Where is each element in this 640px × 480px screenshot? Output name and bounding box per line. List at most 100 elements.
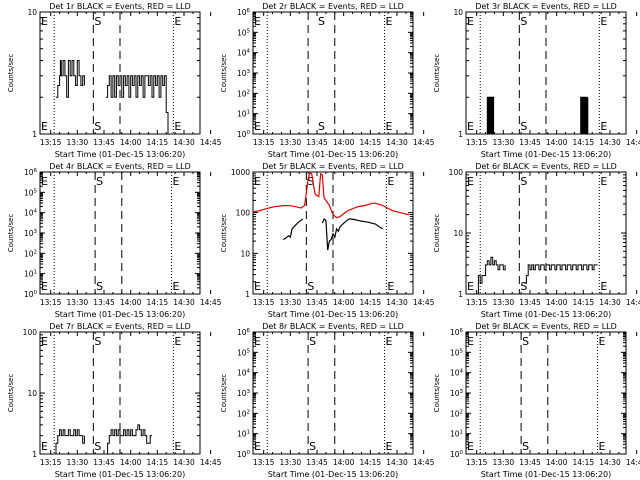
x-tick-label: 13:15 <box>466 458 488 467</box>
y-tick-label: 104 <box>237 369 251 378</box>
x-tick-label: 14:30 <box>599 458 621 467</box>
y-tick-label: 106 <box>237 328 251 337</box>
x-tick-label: 14:00 <box>333 298 355 307</box>
y-tick-label: 1 <box>32 450 37 459</box>
series-line-0-0 <box>56 60 85 98</box>
x-axis-label: Start Time (01-Dec-15 13:06:20) <box>268 310 399 319</box>
x-tick-label: 14:45 <box>413 458 435 467</box>
x-tick-label: 13:15 <box>40 458 62 467</box>
marker-label-E: E <box>387 175 394 188</box>
x-tick-label: 13:15 <box>40 298 62 307</box>
marker-label-S: S <box>96 280 103 293</box>
x-tick-label: 14:45 <box>626 138 640 147</box>
marker-label-E: E <box>41 440 48 453</box>
marker-label-E: E <box>174 440 181 453</box>
x-tick-label: 13:45 <box>93 138 115 147</box>
x-tick-label: 14:15 <box>573 458 595 467</box>
y-axis-label: Counts/sec <box>433 214 441 253</box>
marker-label-E: E <box>386 15 393 28</box>
y-tick-label: 106 <box>450 328 464 337</box>
y-axis-label: Counts/sec <box>220 54 228 93</box>
x-axis-label: Start Time (01-Dec-15 13:06:20) <box>55 310 186 319</box>
y-tick-label: 106 <box>237 8 251 17</box>
panel-title: Det 8r BLACK = Events, RED = LLD <box>262 322 404 331</box>
y-tick-label: 101 <box>450 430 463 439</box>
y-tick-label: 102 <box>450 409 463 418</box>
y-axis-label: Counts/sec <box>7 214 15 253</box>
y-axis-label: Counts/sec <box>433 374 441 413</box>
series-line-1-0 <box>282 218 304 240</box>
x-axis-label: Start Time (01-Dec-15 13:06:20) <box>268 150 399 159</box>
marker-label-E: E <box>600 280 607 293</box>
marker-label-E: E <box>41 15 48 28</box>
y-tick-label: 105 <box>450 348 464 357</box>
x-tick-label: 14:30 <box>599 298 621 307</box>
marker-label-E: E <box>599 440 606 453</box>
x-tick-label: 13:15 <box>253 458 275 467</box>
panel-title: Det 6r BLACK = Events, RED = LLD <box>475 162 617 171</box>
x-tick-label: 13:45 <box>519 298 541 307</box>
x-tick-label: 13:30 <box>493 138 515 147</box>
x-tick-label: 13:45 <box>306 138 328 147</box>
marker-label-E: E <box>41 335 48 348</box>
marker-label-S: S <box>307 175 314 188</box>
x-tick-label: 14:15 <box>360 138 382 147</box>
x-tick-label: 14:30 <box>386 458 408 467</box>
y-tick-label: 10 <box>453 229 463 238</box>
y-tick-label: 102 <box>237 409 250 418</box>
marker-label-S: S <box>309 440 316 453</box>
series-line-0-1 <box>524 264 598 284</box>
panel-det3: Det 3r BLACK = Events, RED = LLD Start Ti… <box>433 2 640 159</box>
marker-label-E: E <box>174 335 181 348</box>
x-tick-label: 13:30 <box>67 298 89 307</box>
y-tick-label: 103 <box>237 69 251 78</box>
x-tick-label: 13:15 <box>40 138 62 147</box>
x-tick-label: 13:30 <box>280 298 302 307</box>
x-tick-label: 14:00 <box>546 138 568 147</box>
marker-label-E: E <box>254 175 261 188</box>
x-tick-label: 14:45 <box>413 298 435 307</box>
x-tick-label: 14:00 <box>120 458 142 467</box>
marker-label-E: E <box>386 440 393 453</box>
panel-title: Det 4r BLACK = Events, RED = LLD <box>49 162 191 171</box>
series-line-0-1 <box>105 424 152 455</box>
series-line-0-1 <box>579 96 589 135</box>
marker-label-E: E <box>600 175 607 188</box>
x-tick-label: 14:45 <box>626 298 640 307</box>
panel-title: Det 3r BLACK = Events, RED = LLD <box>475 2 617 11</box>
marker-label-E: E <box>600 15 607 28</box>
marker-label-E: E <box>600 120 607 133</box>
x-tick-label: 14:00 <box>546 298 568 307</box>
x-tick-label: 13:30 <box>493 458 515 467</box>
series-line-0-0 <box>252 172 410 219</box>
marker-label-S: S <box>94 335 101 348</box>
marker-label-E: E <box>387 280 394 293</box>
y-tick-label: 10 <box>240 249 250 258</box>
y-tick-label: 1 <box>458 130 463 139</box>
panel-det9: Det 9r BLACK = Events, RED = LLD Start Ti… <box>433 322 640 479</box>
y-tick-label: 104 <box>237 49 251 58</box>
series-line-0-0 <box>54 429 85 455</box>
y-tick-label: 100 <box>24 290 38 299</box>
y-tick-label: 103 <box>237 389 251 398</box>
y-tick-label: 101 <box>237 430 250 439</box>
x-axis-label: Start Time (01-Dec-15 13:06:20) <box>481 150 612 159</box>
x-tick-label: 14:00 <box>120 138 142 147</box>
y-axis-label: Counts/sec <box>220 214 228 253</box>
x-tick-label: 13:45 <box>519 138 541 147</box>
marker-label-E: E <box>41 280 48 293</box>
marker-label-E: E <box>174 15 181 28</box>
marker-label-S: S <box>522 335 529 348</box>
marker-label-S: S <box>520 280 527 293</box>
plot-frame <box>39 171 201 295</box>
marker-label-S: S <box>307 280 314 293</box>
y-tick-label: 103 <box>24 229 38 238</box>
x-tick-label: 14:00 <box>120 298 142 307</box>
x-axis-label: Start Time (01-Dec-15 13:06:20) <box>481 470 612 479</box>
marker-label-E: E <box>254 15 261 28</box>
marker-label-E: E <box>254 335 261 348</box>
x-tick-label: 14:00 <box>546 458 568 467</box>
panel-det4: Det 4r BLACK = Events, RED = LLD Start Ti… <box>7 162 222 319</box>
x-tick-label: 14:15 <box>147 298 169 307</box>
marker-label-S: S <box>522 440 529 453</box>
